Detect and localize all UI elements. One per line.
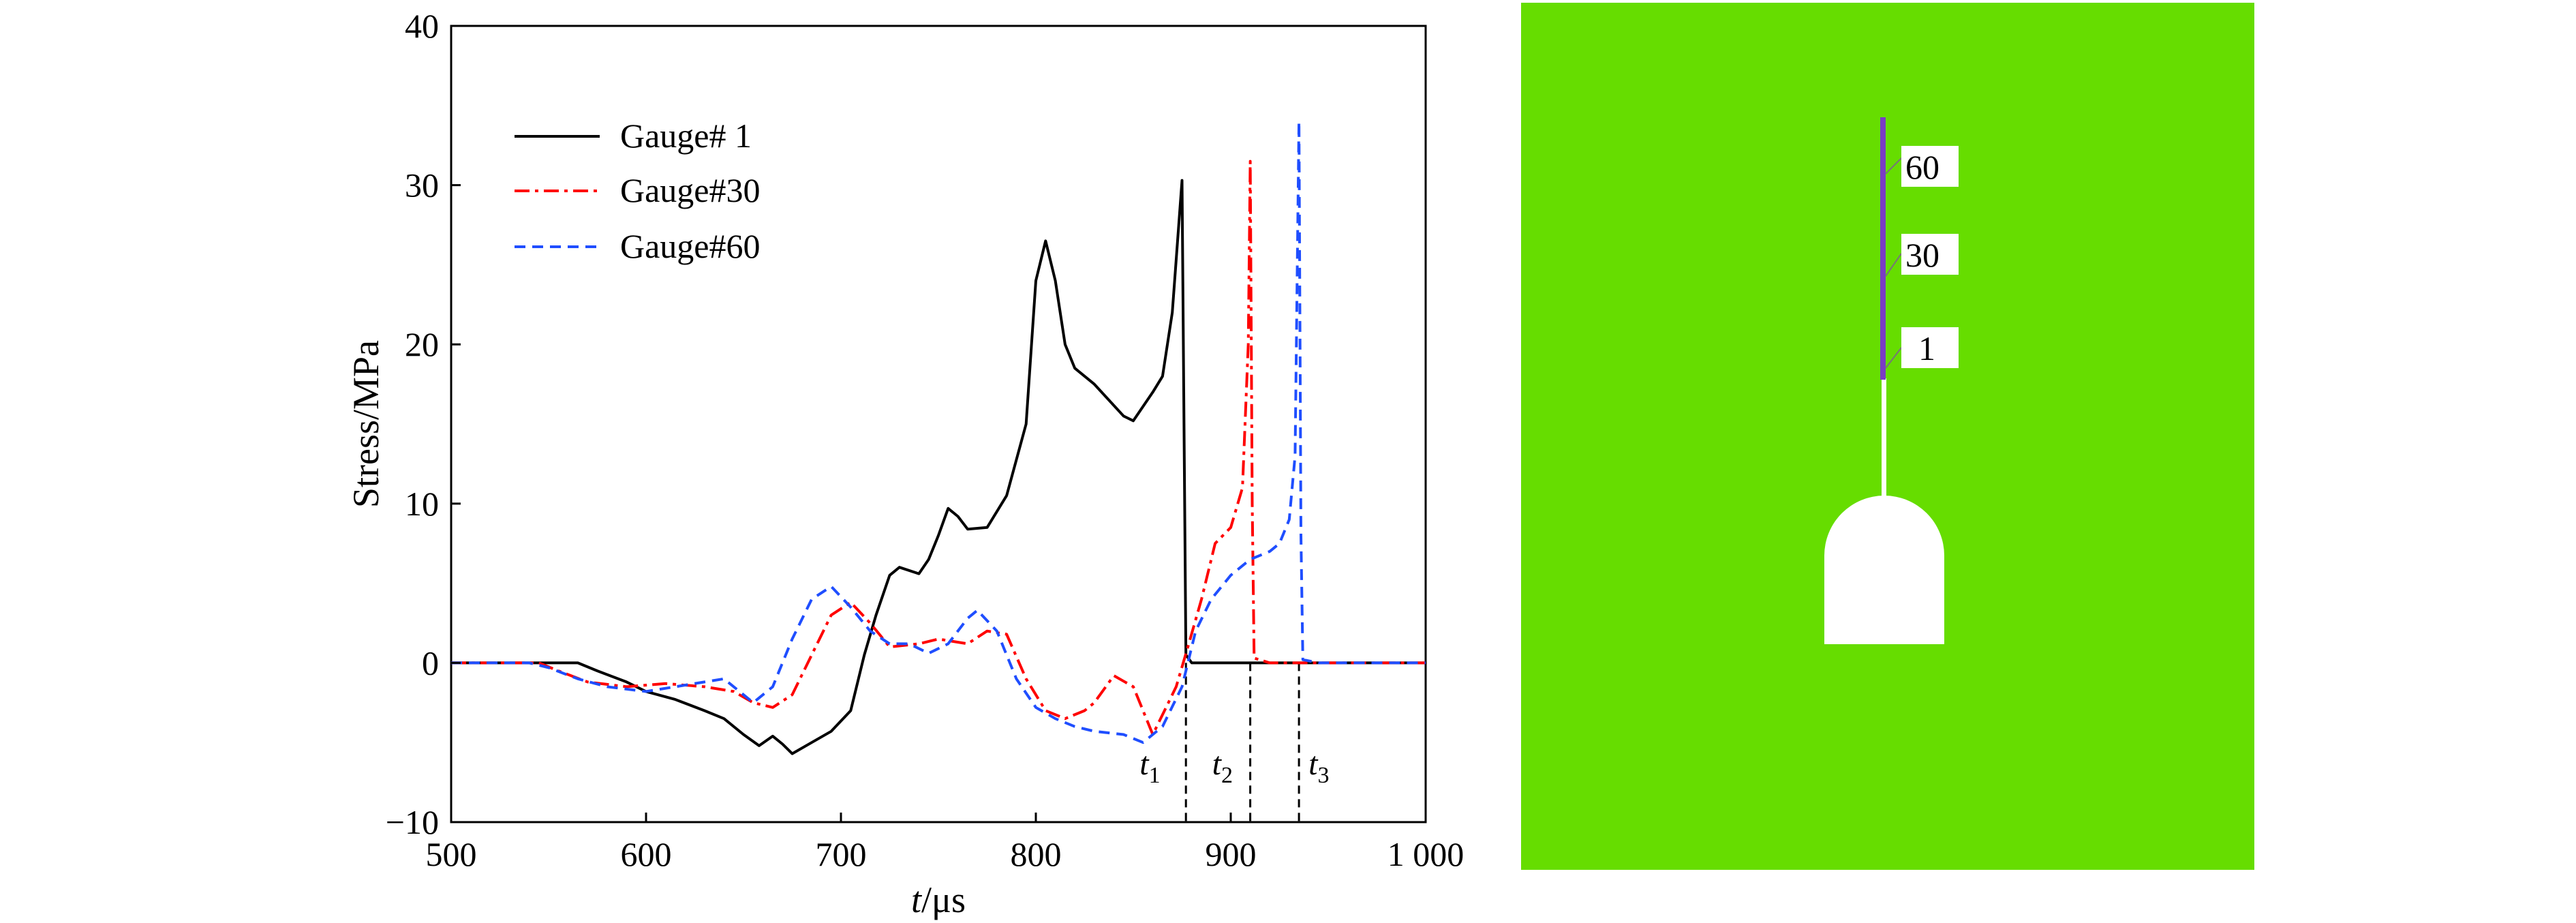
marker-lines xyxy=(1184,663,1300,822)
x-axis-label-unit: /μs xyxy=(921,879,966,920)
x-axis-label-var: t xyxy=(911,879,923,920)
tunnel-opening xyxy=(1824,496,1944,644)
gauge-30-label: 30 xyxy=(1905,236,1939,274)
gauge-60-box xyxy=(1901,146,1959,187)
series-layer xyxy=(451,120,1426,755)
gauge-30-box xyxy=(1901,234,1959,275)
gauge-1-label: 1 xyxy=(1918,329,1935,367)
x-tick-label-900: 900 xyxy=(1206,835,1257,873)
x-tick-label-700: 700 xyxy=(816,835,867,873)
gauge-1-leader xyxy=(1885,347,1902,369)
legend-label-gauge-1: Gauge# 1 xyxy=(620,117,752,155)
gauge-60-leader xyxy=(1885,157,1902,175)
gauge-60-label: 60 xyxy=(1905,148,1939,186)
y-tick-label-20: 20 xyxy=(405,325,439,363)
rock-mass-region xyxy=(1521,3,2254,870)
x-axis-ticks: 500 600 700 800 900 1 000 xyxy=(426,813,1465,873)
legend-label-gauge-60: Gauge#60 xyxy=(620,227,761,265)
plot-frame xyxy=(450,25,1427,823)
y-tick-label-30: 30 xyxy=(405,166,439,205)
marker-label-t3-sub: 3 xyxy=(1317,763,1329,788)
series-line-3 xyxy=(451,120,1426,744)
y-tick-label--10: −10 xyxy=(386,803,439,841)
x-tick-label-600: 600 xyxy=(621,835,672,873)
x-axis-label: t/μs xyxy=(911,879,966,920)
gauge-30-leader xyxy=(1885,253,1902,277)
marker-label-t2-var: t xyxy=(1212,746,1223,782)
y-tick-label-0: 0 xyxy=(422,644,439,682)
x-tick-label-500: 500 xyxy=(426,835,477,873)
marker-label-t1-sub: 1 xyxy=(1149,763,1161,788)
gauge-line xyxy=(1880,117,1886,380)
marker-label-t3: t3 xyxy=(1308,746,1329,788)
y-axis-label: Stress/MPa xyxy=(346,340,386,508)
marker-labels: t1 t2 t3 xyxy=(1139,746,1329,788)
x-tick-label-1000: 1 000 xyxy=(1387,835,1465,873)
gauge-1-box xyxy=(1901,327,1959,368)
x-tick-label-800: 800 xyxy=(1011,835,1062,873)
marker-label-t1: t1 xyxy=(1139,746,1160,788)
y-tick-label-40: 40 xyxy=(405,7,439,45)
model-panel: 60 30 1 xyxy=(1521,3,2254,870)
series-line-2 xyxy=(451,160,1426,736)
legend-label-gauge-30: Gauge#30 xyxy=(620,171,761,209)
marker-label-t2-sub: 2 xyxy=(1221,763,1233,788)
series-line-1 xyxy=(451,179,1426,755)
legend: Gauge# 1 Gauge#30 Gauge#60 xyxy=(515,117,761,265)
marker-label-t1-var: t xyxy=(1139,746,1150,782)
borehole xyxy=(1882,378,1886,498)
marker-label-t3-var: t xyxy=(1308,746,1319,782)
y-axis-ticks: −10 0 10 20 30 40 xyxy=(386,7,461,841)
marker-label-t2: t2 xyxy=(1212,746,1233,788)
y-tick-label-10: 10 xyxy=(405,485,439,523)
